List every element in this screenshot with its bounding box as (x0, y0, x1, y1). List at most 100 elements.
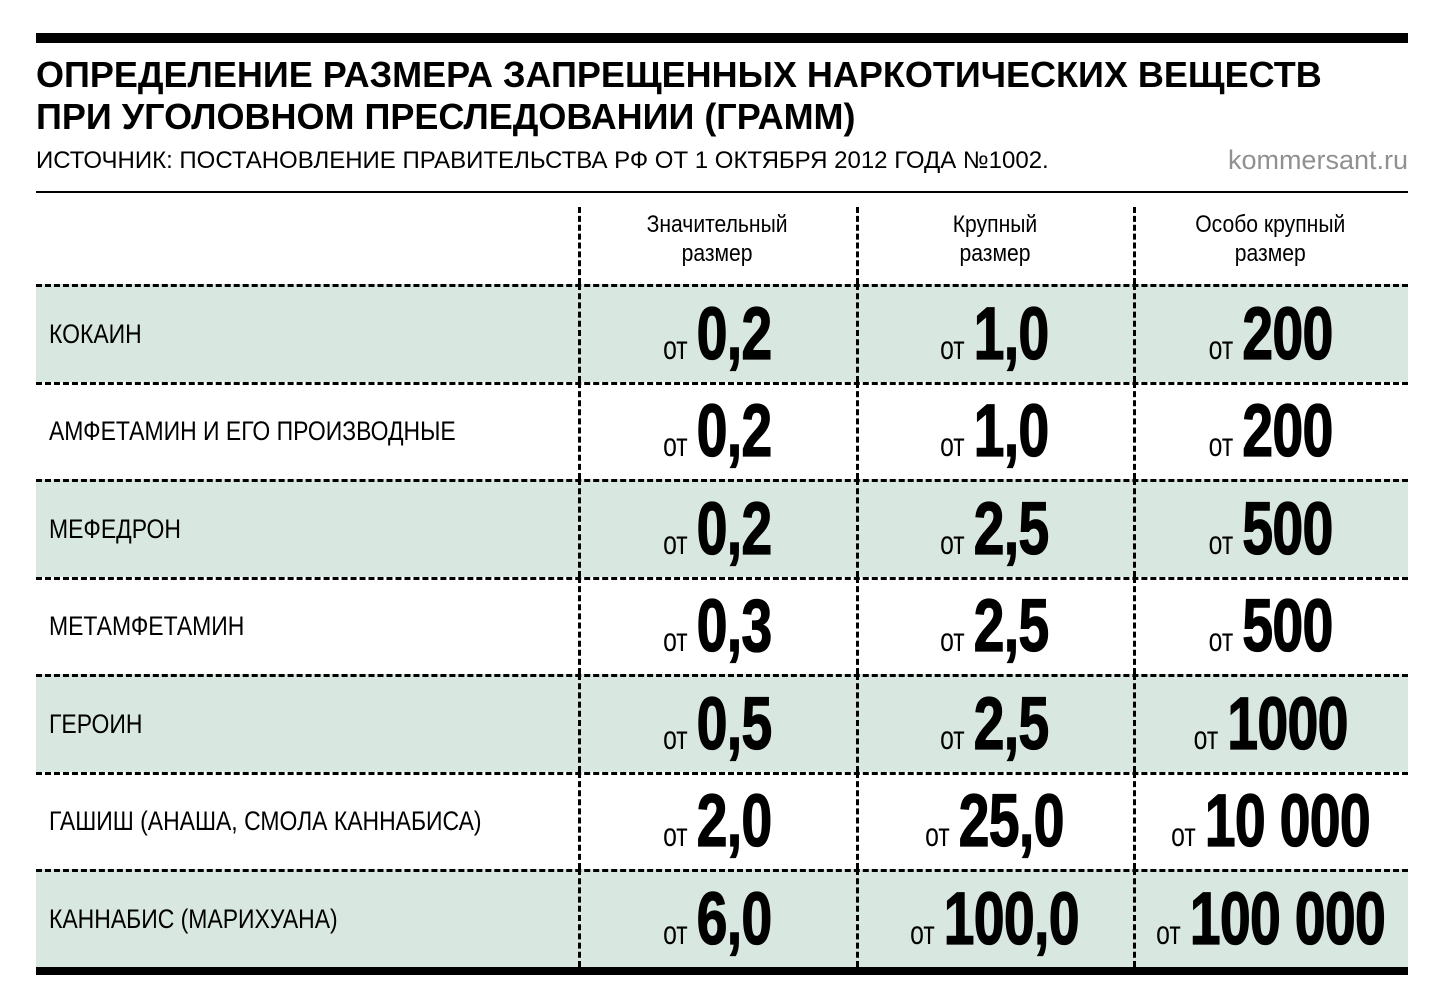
value-number: 100,0 (943, 876, 1080, 960)
from-prefix: от (1208, 328, 1234, 366)
column-header-line: размер (959, 239, 1030, 267)
value-large: от 25,0 (856, 771, 1133, 870)
from-prefix: от (940, 328, 965, 366)
value-number: 0,2 (696, 291, 773, 375)
value-large: от 1,0 (856, 381, 1133, 480)
table-row: ГЕРОИН от 0,5 от 2,5 от 1000 (36, 674, 1408, 772)
value-number: 2,5 (973, 681, 1050, 765)
from-prefix: от (940, 621, 965, 659)
value-number: 500 (1242, 486, 1334, 570)
value-extra-large: от 500 (1133, 576, 1408, 675)
drug-name-cell: КАННАБИС (МАРИХУАНА) (36, 872, 578, 967)
from-prefix: от (1156, 913, 1181, 951)
table-row: МЕТАМФЕТАМИН от 0,3 от 2,5 от 500 (36, 576, 1408, 675)
drug-name: КАННАБИС (МАРИХУАНА) (49, 903, 338, 934)
value-number: 2,5 (973, 584, 1050, 668)
from-prefix: от (940, 523, 965, 561)
from-prefix: от (662, 621, 688, 659)
table-row: КОКАИН от 0,2 от 1,0 от 200 (36, 284, 1408, 382)
value-extra-large: от 100 000 (1133, 869, 1408, 967)
table-row: КАННАБИС (МАРИХУАНА) от 6,0 от 100,0 от 100… (36, 869, 1408, 967)
drug-name-cell: ГЕРОИН (36, 677, 578, 772)
value-large: от 2,5 (856, 576, 1133, 675)
value-large: от 2,5 (856, 674, 1133, 772)
from-prefix: от (940, 718, 965, 756)
from-prefix: от (662, 816, 688, 854)
from-prefix: от (1208, 523, 1234, 561)
from-prefix: от (662, 718, 688, 756)
table-row: ГАШИШ (АНАША, СМОЛА КАННАБИСА) от 2,0 от 2… (36, 771, 1408, 870)
value-extra-large: от 1000 (1133, 674, 1408, 772)
column-header-line: Крупный (952, 210, 1037, 238)
value-number: 1,0 (973, 389, 1050, 473)
value-number: 6,0 (696, 876, 773, 960)
top-black-bar (36, 33, 1408, 43)
value-significant: от 6,0 (578, 869, 856, 967)
value-number: 200 (1242, 389, 1334, 473)
value-number: 0,3 (696, 584, 773, 668)
value-number: 1000 (1227, 681, 1349, 765)
value-significant: от 0,2 (578, 284, 856, 382)
column-header-significant: Значительный размер (578, 193, 856, 284)
table-row: МЕФЕДРОН от 0,2 от 2,5 от 500 (36, 479, 1408, 577)
value-number: 10 000 (1204, 779, 1371, 863)
value-extra-large: от 200 (1133, 381, 1408, 480)
value-number: 2,0 (696, 779, 773, 863)
column-header-line: Особо крупный (1195, 210, 1346, 238)
from-prefix: от (1171, 816, 1196, 854)
from-prefix: от (662, 523, 688, 561)
from-prefix: от (1193, 718, 1219, 756)
value-large: от 1,0 (856, 284, 1133, 382)
table-header: Значительный размер Крупный размер Особо… (36, 193, 1408, 284)
drug-name: КОКАИН (49, 318, 142, 349)
column-header-line: Значительный (646, 210, 788, 238)
divider-line (36, 191, 1408, 193)
from-prefix: от (1208, 621, 1234, 659)
value-number: 2,5 (973, 486, 1050, 570)
value-number: 25,0 (958, 779, 1065, 863)
drug-name-cell: КОКАИН (36, 287, 578, 382)
drug-name: МЕТАМФЕТАМИН (49, 611, 245, 642)
title-line-1: ОПРЕДЕЛЕНИЕ РАЗМЕРА ЗАПРЕЩЕННЫХ НАРКОТИЧ… (36, 54, 1322, 95)
from-prefix: от (1208, 426, 1234, 464)
header-substance-column (36, 193, 578, 284)
value-large: от 2,5 (856, 479, 1133, 577)
column-header-extra-large: Особо крупный размер (1133, 193, 1408, 284)
value-significant: от 0,3 (578, 576, 856, 675)
value-significant: от 2,0 (578, 771, 856, 870)
page-title: ОПРЕДЕЛЕНИЕ РАЗМЕРА ЗАПРЕЩЕННЫХ НАРКОТИЧ… (36, 54, 1408, 138)
drug-name: ГЕРОИН (49, 708, 143, 739)
value-extra-large: от 10 000 (1133, 771, 1408, 870)
value-number: 0,5 (696, 681, 773, 765)
value-significant: от 0,2 (578, 479, 856, 577)
source-note: ИСТОЧНИК: ПОСТАНОВЛЕНИЕ ПРАВИТЕЛЬСТВА РФ… (36, 147, 1049, 174)
value-number: 1,0 (973, 291, 1050, 375)
column-header-line: размер (681, 239, 753, 267)
column-header-line: размер (1235, 239, 1306, 267)
drug-name-cell: МЕФЕДРОН (36, 482, 578, 577)
drug-name-cell: МЕТАМФЕТАМИН (36, 580, 578, 675)
drug-name: МЕФЕДРОН (49, 513, 181, 544)
value-number: 0,2 (696, 389, 773, 473)
drug-name-cell: ГАШИШ (АНАША, СМОЛА КАННАБИСА) (36, 775, 578, 870)
from-prefix: от (662, 426, 688, 464)
from-prefix: от (940, 426, 965, 464)
title-line-2: ПРИ УГОЛОВНОМ ПРЕСЛЕДОВАНИИ (ГРАММ) (36, 96, 856, 137)
from-prefix: от (910, 913, 935, 951)
value-significant: от 0,2 (578, 381, 856, 480)
from-prefix: от (662, 913, 688, 951)
value-number: 0,2 (696, 486, 773, 570)
content-area: ОПРЕДЕЛЕНИЕ РАЗМЕРА ЗАПРЕЩЕННЫХ НАРКОТИЧ… (36, 0, 1408, 975)
drug-name: АМФЕТАМИН И ЕГО ПРОИЗВОДНЫЕ (49, 416, 456, 447)
brand-watermark: kommersant.ru (1227, 145, 1408, 175)
drug-name: ГАШИШ (АНАША, СМОЛА КАННАБИСА) (49, 806, 482, 837)
value-number: 500 (1242, 584, 1334, 668)
bottom-black-bar (36, 966, 1408, 975)
column-header-large: Крупный размер (856, 193, 1133, 284)
value-extra-large: от 500 (1133, 479, 1408, 577)
meta-row: ИСТОЧНИК: ПОСТАНОВЛЕНИЕ ПРАВИТЕЛЬСТВА РФ… (36, 146, 1408, 175)
from-prefix: от (662, 328, 688, 366)
table-row: АМФЕТАМИН И ЕГО ПРОИЗВОДНЫЕ от 0,2 от 1,0 … (36, 381, 1408, 480)
value-number: 100 000 (1189, 876, 1386, 960)
